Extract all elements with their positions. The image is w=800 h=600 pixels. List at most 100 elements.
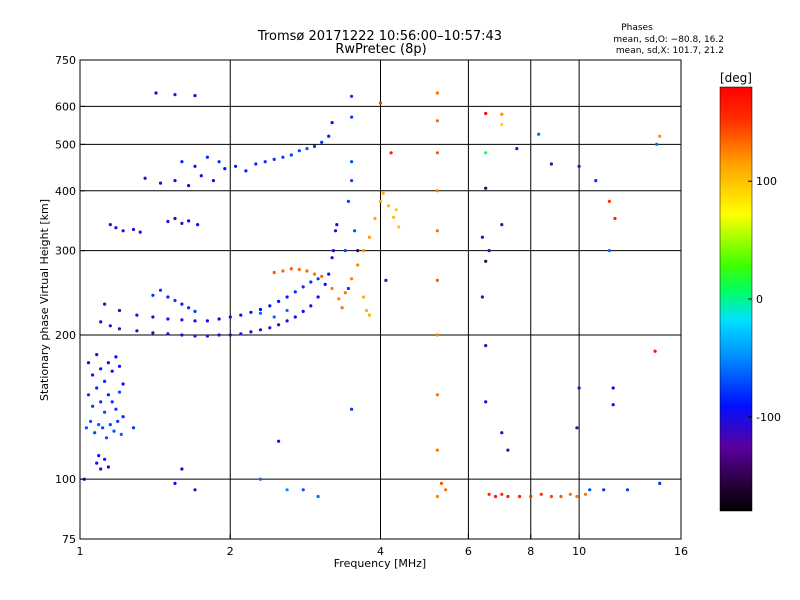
- y-tick-label: 600: [55, 100, 76, 113]
- data-point: [392, 215, 396, 219]
- x-tick-label: 10: [572, 545, 586, 558]
- data-point: [249, 310, 253, 314]
- data-point: [611, 403, 615, 407]
- data-point: [166, 317, 170, 321]
- data-point: [320, 274, 324, 278]
- data-point: [316, 494, 320, 499]
- data-point: [143, 176, 147, 180]
- colorbar-tick-label: 0: [756, 293, 763, 306]
- data-point: [110, 369, 114, 373]
- data-point: [193, 319, 197, 323]
- data-point: [594, 179, 598, 183]
- colorbar-tick-label: -100: [756, 411, 781, 424]
- data-point: [309, 304, 313, 308]
- data-point: [272, 315, 276, 319]
- plot-area: 1 2 4 6 8 10 16 75 100 200 300 400 500 600 750: [55, 54, 688, 558]
- data-point: [549, 162, 554, 166]
- data-point: [362, 295, 366, 299]
- data-point: [217, 333, 221, 337]
- data-point: [487, 492, 491, 496]
- data-point: [173, 179, 177, 183]
- data-point: [577, 164, 581, 168]
- y-tick-label: 100: [55, 473, 76, 486]
- x-axis-label: Frequency [MHz]: [334, 557, 426, 570]
- data-point: [187, 219, 191, 223]
- data-point: [335, 223, 339, 227]
- data-point: [653, 349, 657, 353]
- data-point: [151, 331, 155, 335]
- data-point: [151, 315, 155, 319]
- data-point: [297, 267, 301, 272]
- data-point: [435, 151, 439, 155]
- data-point: [228, 315, 232, 319]
- data-points: [82, 91, 662, 499]
- data-point: [350, 94, 354, 98]
- x-tick-label: 1: [77, 545, 84, 558]
- data-point: [506, 494, 510, 499]
- data-point: [394, 208, 398, 212]
- data-point: [99, 400, 103, 404]
- data-point: [193, 309, 197, 313]
- data-point: [655, 142, 659, 146]
- data-point: [99, 467, 103, 471]
- data-point: [239, 313, 243, 317]
- data-point: [330, 286, 334, 291]
- data-point: [84, 426, 88, 430]
- data-point: [173, 216, 177, 221]
- data-point: [515, 147, 519, 151]
- data-point: [537, 132, 541, 136]
- data-point: [217, 160, 221, 164]
- data-point: [500, 223, 504, 227]
- data-point: [312, 144, 317, 148]
- data-point: [86, 361, 91, 365]
- data-point: [106, 361, 110, 365]
- data-point: [301, 488, 305, 492]
- data-point: [95, 353, 99, 357]
- data-point: [239, 332, 243, 336]
- data-point: [588, 488, 592, 492]
- data-point: [575, 494, 579, 499]
- data-point: [187, 306, 191, 310]
- data-point: [350, 407, 354, 411]
- data-point: [97, 423, 101, 427]
- data-point: [539, 492, 543, 496]
- data-point: [500, 112, 504, 116]
- data-point: [529, 494, 533, 499]
- x-tick-label: 8: [527, 545, 534, 558]
- x-axis-ticks: 1 2 4 6 8 10 16: [77, 534, 688, 558]
- data-point: [333, 229, 338, 233]
- data-point: [89, 419, 93, 423]
- x-tick-label: 4: [377, 545, 384, 558]
- x-tick-label: 16: [674, 545, 688, 558]
- data-point: [95, 386, 99, 390]
- data-point: [103, 379, 107, 383]
- data-point: [258, 477, 263, 481]
- data-point: [268, 326, 272, 330]
- data-point: [568, 492, 572, 496]
- data-point: [99, 320, 103, 324]
- data-point: [305, 147, 309, 151]
- data-point: [353, 229, 357, 233]
- data-point: [364, 308, 369, 313]
- data-point: [244, 169, 248, 173]
- data-point: [110, 400, 114, 404]
- data-point: [258, 311, 263, 315]
- data-point: [484, 111, 488, 116]
- data-point: [397, 225, 401, 229]
- data-point: [211, 179, 215, 183]
- data-point: [625, 488, 630, 492]
- data-point: [575, 426, 579, 430]
- data-point: [193, 94, 197, 98]
- colorbar: [deg] 100 0 -100: [719, 71, 781, 512]
- data-point: [117, 327, 122, 331]
- data-point: [199, 174, 203, 178]
- data-point: [367, 313, 371, 317]
- data-point: [285, 319, 289, 323]
- data-point: [384, 278, 388, 282]
- data-point: [500, 122, 504, 127]
- data-point: [577, 386, 581, 390]
- data-point: [439, 481, 444, 485]
- data-point: [205, 334, 209, 338]
- data-point: [121, 229, 125, 233]
- data-point: [613, 216, 617, 221]
